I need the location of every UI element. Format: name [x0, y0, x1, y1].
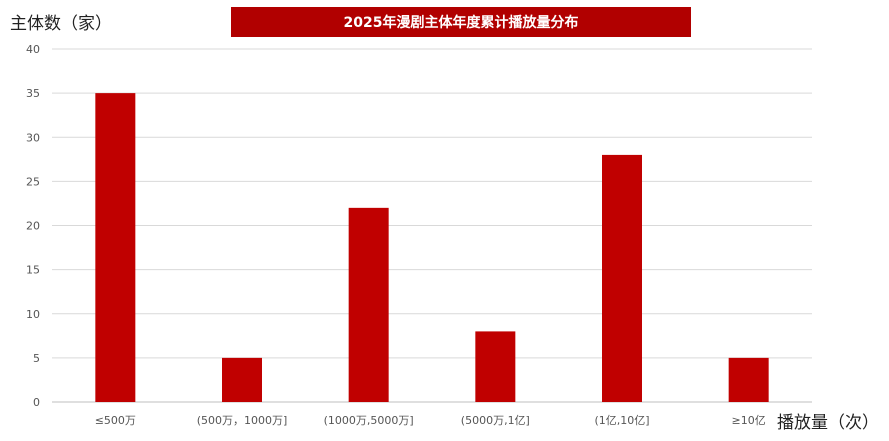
x-tick-label: (500万，1000万]: [197, 414, 288, 427]
chart-title-bar: 2025年漫剧主体年度累计播放量分布: [231, 7, 691, 37]
x-tick-label: (5000万,1亿]: [461, 414, 530, 427]
y-tick-label: 20: [26, 220, 40, 233]
bar: [728, 357, 769, 402]
y-tick-label: 15: [26, 264, 40, 277]
x-tick-label: (1亿,10亿]: [594, 414, 649, 427]
y-tick-label: 35: [26, 87, 40, 100]
bar: [95, 93, 136, 402]
y-tick-label: 25: [26, 175, 40, 188]
y-tick-label: 30: [26, 131, 40, 144]
y-tick-label: 10: [26, 308, 40, 321]
bar: [348, 207, 389, 402]
y-tick-label: 40: [26, 43, 40, 56]
bar: [222, 357, 262, 402]
x-tick-label: ≤500万: [95, 414, 136, 427]
chart-title: 2025年漫剧主体年度累计播放量分布: [343, 15, 579, 31]
bar: [602, 154, 642, 402]
y-tick-label: 5: [33, 352, 40, 365]
x-axis-label: 播放量（次）: [777, 413, 879, 433]
y-axis-label: 主体数（家）: [10, 14, 112, 34]
bar: [475, 331, 516, 402]
y-tick-label: 0: [33, 396, 40, 409]
x-tick-label: ≥10亿: [732, 414, 766, 427]
x-tick-label: (1000万,5000万]: [324, 414, 414, 427]
